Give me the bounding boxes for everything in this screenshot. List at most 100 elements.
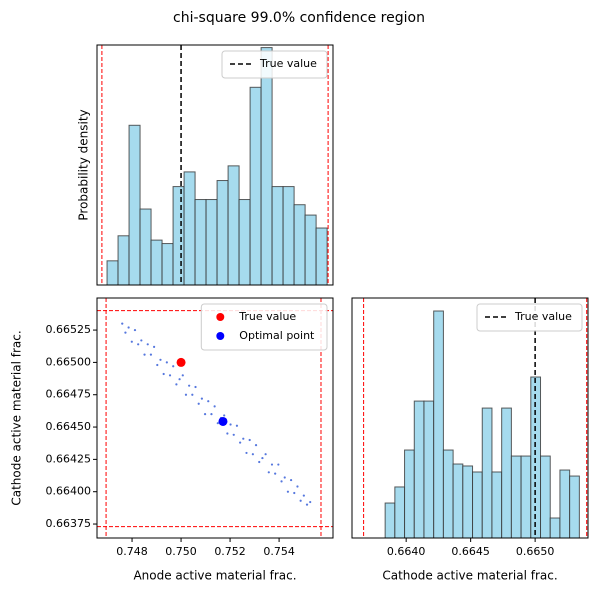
bar [293,204,306,285]
scatter-point [270,463,274,466]
y-tick-label: 0.66400 [46,485,92,498]
bar [404,449,415,538]
scatter-point [124,331,127,334]
scatter-point [181,374,184,377]
scatter-point [168,374,172,377]
figure-title: chi-square 99.0% confidence region [173,10,425,26]
bar [549,517,561,538]
scatter-point [223,414,226,417]
bar [249,86,262,285]
scatter-point [188,384,191,387]
bar [282,186,295,285]
legend-frame [221,50,328,79]
x-tick-label: 0.6640 [387,545,426,558]
scatter-point [159,358,162,361]
scatter-point [165,361,168,364]
legend-swatch [216,332,225,340]
scatter-point [203,413,207,416]
y-axis-label: Cathode active material frac. [10,330,24,505]
x-tick-label: 0.750 [165,545,197,558]
y-tick-label: 0.66375 [46,517,92,530]
bar [271,186,284,285]
scatter-point [194,385,197,389]
bar [172,186,185,285]
bar [139,208,152,285]
bar [315,227,328,285]
scatter-point [305,503,309,506]
y-tick-label: 0.66425 [46,452,92,465]
scatter-point [156,363,159,367]
scatter-point [245,451,248,455]
bar [569,475,580,538]
bar [117,235,130,285]
scatter-point [127,326,130,329]
x-tick-label: 0.754 [263,545,295,558]
scatter-point [162,372,165,376]
scatter-point [286,490,290,493]
scatter-point [229,423,232,426]
scatter-point [261,456,264,460]
scatter-point [274,472,277,475]
bar [304,214,317,285]
legend-label: True value [259,57,317,70]
bar [150,239,163,285]
bar [394,486,406,538]
scatter-point [130,340,133,343]
scatter-point [258,460,261,464]
legend: True value Optimal point [200,303,328,351]
bar [413,400,425,538]
y-tick-label: 0.66525 [46,323,92,336]
bar [260,47,273,285]
bar [128,124,141,285]
scatter-point [149,353,153,356]
scatter-point [146,343,149,346]
scatter-point [289,478,293,482]
plot-area [101,45,329,285]
legend-swatch [216,313,225,321]
bar [462,465,474,538]
scatter-point [242,437,245,440]
legend-label: True value [514,310,572,323]
scatter-point [153,345,156,348]
scatter-point [175,383,178,386]
bar [238,199,251,285]
scatter-point [133,328,137,332]
legend-frame [476,303,583,332]
bar [491,471,503,538]
plot-area [363,298,588,538]
bar [510,455,522,538]
y-tick-label: 0.66450 [46,420,92,433]
scatter-point [239,441,242,444]
scatter-point [197,402,200,405]
bar [501,407,512,538]
scatter-point [121,322,124,325]
legend-label: True value [238,310,296,323]
scatter-point [309,500,312,504]
x-tick-label: 0.748 [116,545,148,558]
bar [433,310,444,538]
scatter-point [137,343,140,346]
scatter-point [226,432,229,435]
marker-point [218,416,228,426]
scatter-point [172,365,175,368]
scatter-point [299,499,302,502]
bar [452,463,464,538]
axes-frame [96,44,334,286]
bar [161,243,174,285]
bar [384,502,396,538]
bar [472,471,483,538]
bar [106,260,119,285]
y-tick-label: 0.66500 [46,355,92,368]
x-tick-label: 0.6650 [516,545,555,558]
bar [205,199,218,285]
legend: True value [476,303,583,332]
scatter-point [191,393,194,396]
x-axis-label: Cathode active material frac. [382,569,557,583]
scatter-point [280,480,283,483]
scatter-point [296,485,299,488]
scatter-point [248,438,251,442]
legend-label: Optimal point [239,329,315,342]
bar [530,376,542,538]
